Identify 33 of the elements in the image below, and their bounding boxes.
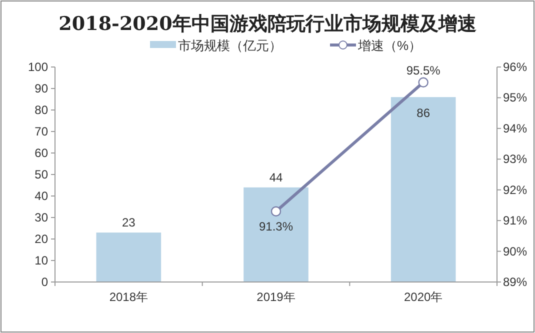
legend-label: 市场规模（亿元）: [178, 38, 282, 53]
data-label: 91.3%: [258, 219, 294, 234]
chart-title: 2018-2020年中国游戏陪玩行业市场规模及增速: [58, 13, 476, 35]
y-tick-label: 80: [34, 103, 48, 117]
data-label: 86: [416, 106, 430, 120]
x-tick-label: 2020年: [404, 290, 443, 304]
y2-tick-label: 96%: [503, 60, 528, 74]
legend-label: 增速（%）: [357, 38, 422, 53]
y-tick-label: 90: [34, 82, 48, 96]
y2-tick-label: 93%: [503, 152, 528, 166]
y2-tick-label: 94%: [503, 121, 528, 136]
y2-tick-label: 91%: [503, 214, 528, 228]
bar: [390, 97, 456, 282]
x-tick-label: 2018年: [109, 290, 148, 304]
y-tick-label: 50: [34, 168, 48, 182]
bar: [96, 232, 162, 282]
y2-tick-label: 92%: [503, 182, 528, 197]
data-label: 95.5%: [406, 63, 441, 78]
y-tick-label: 100: [28, 60, 48, 74]
data-label: 44: [269, 170, 283, 184]
y-tick-label: 0: [41, 275, 48, 289]
y-tick-label: 10: [34, 254, 48, 268]
data-label: 23: [122, 216, 136, 230]
y2-tick-label: 90%: [503, 244, 528, 258]
y-tick-label: 40: [34, 189, 48, 203]
y-tick-label: 20: [34, 232, 48, 246]
y2-tick-label: 95%: [503, 90, 528, 105]
bar: [244, 187, 308, 282]
x-tick-label: 2019年: [256, 290, 296, 304]
y2-tick-label: 89%: [503, 275, 528, 289]
y-tick-label: 60: [34, 146, 48, 160]
y-tick-label: 70: [34, 124, 48, 138]
y-tick-label: 30: [34, 210, 48, 224]
